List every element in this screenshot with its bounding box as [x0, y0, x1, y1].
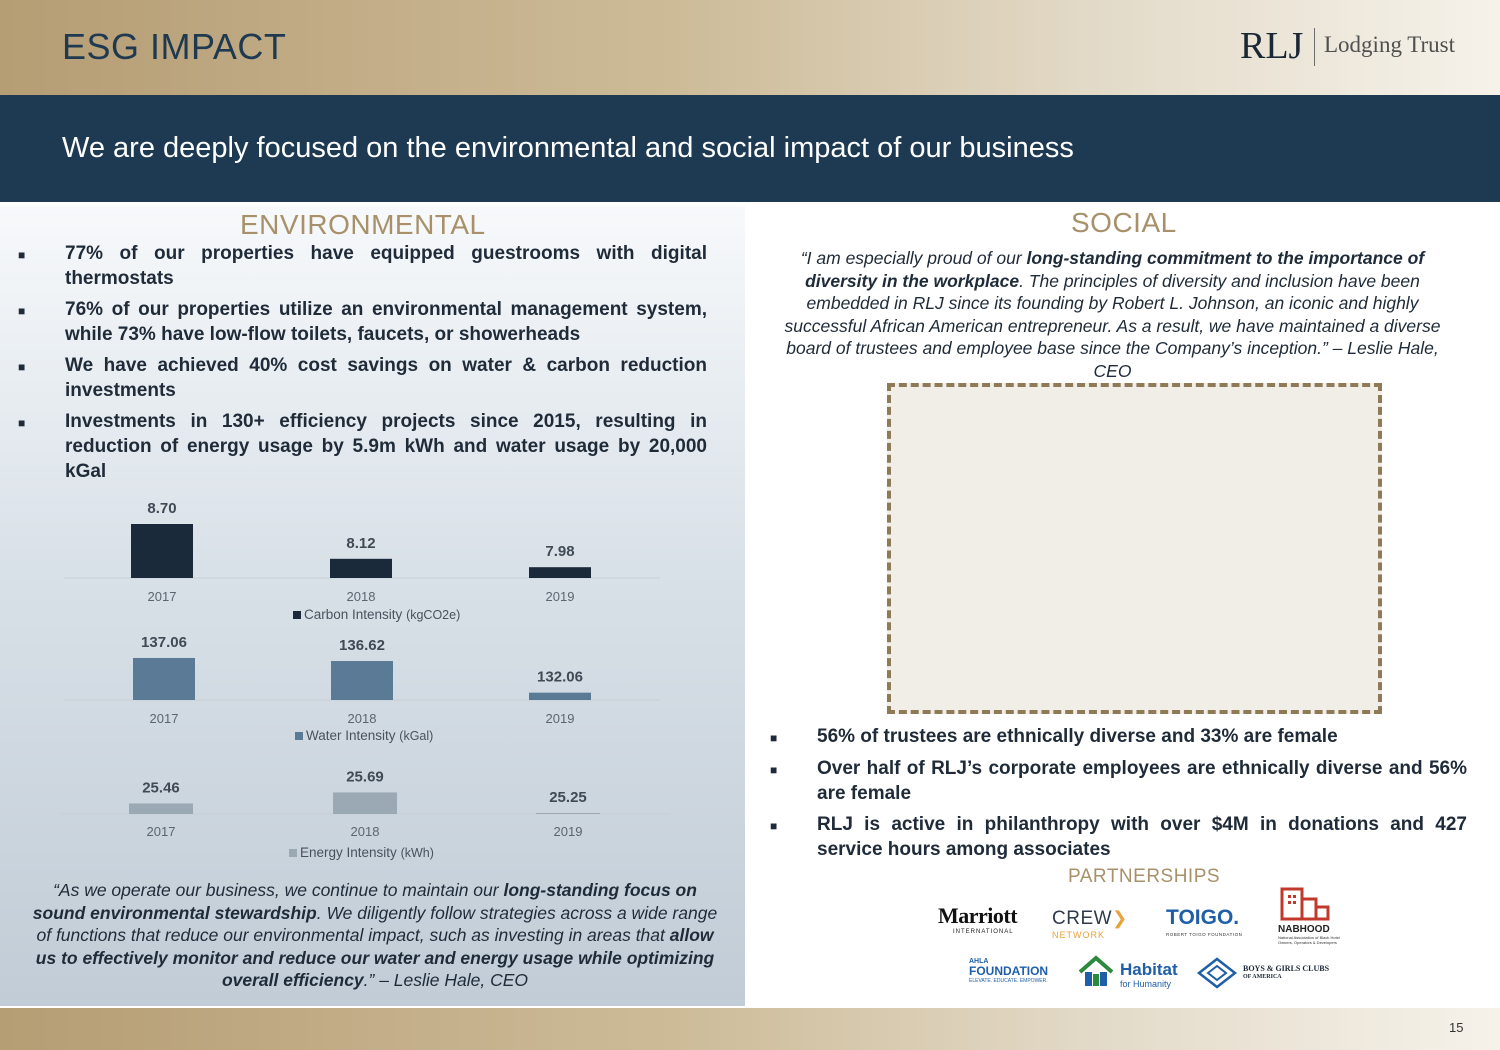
energy-legend-swatch [289, 849, 297, 857]
bullet-marker: ■ [18, 304, 26, 318]
nabhood-logo-subtext: National Association of Black Hotel Owne… [1278, 935, 1340, 945]
env-bullet-2: 76% of our properties utilize an environ… [65, 299, 707, 345]
logo-divider [1314, 28, 1315, 66]
marriott-logo-text: Marriott [938, 903, 1018, 928]
social-quote: “I am especially proud of our long-stand… [780, 247, 1445, 382]
toigo-logo: TOIGO. ROBERT TOIGO FOUNDATION [1166, 906, 1242, 937]
water-bar-2017 [133, 657, 195, 700]
habitat-house-icon [1078, 955, 1114, 986]
header-band [0, 0, 1500, 95]
energy-year-label-2018: 2018 [351, 824, 380, 839]
energy-legend-label: Energy Intensity (kWh) [300, 845, 434, 860]
water-year-label-2018: 2018 [348, 711, 377, 726]
bullet-marker: ■ [770, 763, 778, 777]
crew-logo-subtext: NETWORK [1052, 930, 1105, 940]
energy-year-label-2019: 2019 [554, 824, 583, 839]
water-value-label-2019: 132.06 [537, 669, 583, 686]
carbon-legend-unit: (kgCO2e) [406, 608, 460, 622]
water-year-label-2019: 2019 [546, 711, 575, 726]
energy-value-label-2019: 25.25 [549, 789, 587, 806]
page-title: ESG IMPACT [62, 26, 287, 67]
nabhood-logo-text: NABHOOD [1278, 924, 1330, 935]
bgca-logo-text: BOYS & GIRLS CLUBS [1243, 964, 1330, 973]
page-number: 15 [1449, 1020, 1464, 1035]
crew-text: CREW [1052, 908, 1113, 929]
energy-year-label-2017: 2017 [147, 824, 176, 839]
partnerships-heading: PARTNERSHIPS [1068, 866, 1221, 887]
energy-legend-unit: (kWh) [401, 846, 434, 860]
water-bar-2018 [331, 661, 393, 700]
env-quote-part: . We diligently follow strategies across… [36, 902, 718, 946]
env-bullet-3: We have achieved 40% cost savings on wat… [65, 355, 707, 401]
carbon-value-label-2018: 8.12 [346, 535, 375, 552]
ahla-foundation-logo: AHLA FOUNDATION ELEVATE. EDUCATE. EMPOWE… [969, 958, 1048, 984]
carbon-bar-2019 [529, 567, 591, 578]
carbon-value-label-2019: 7.98 [545, 543, 574, 560]
logo-sub-text: Lodging Trust [1324, 32, 1456, 57]
water-bar-2019 [529, 692, 591, 700]
crew-chevron-icon: ❯ [1112, 908, 1128, 928]
energy-value-label-2018: 25.69 [346, 768, 384, 785]
bgca-logo-subtext: OF AMERICA [1243, 974, 1282, 980]
page-subtitle: We are deeply focused on the environment… [62, 132, 1074, 164]
ethnicity-chart-frame [887, 383, 1382, 714]
env-bullet-1: 77% of our properties have equipped gues… [65, 243, 707, 289]
social-bullet-1: 56% of trustees are ethnically diverse a… [817, 726, 1338, 747]
social-bullet-2: Over half of RLJ’s corporate employees a… [817, 758, 1467, 804]
bgca-hands-icon [1196, 957, 1238, 989]
water-value-label-2018: 136.62 [339, 637, 385, 654]
crew-logo-text: CREW❯ [1052, 908, 1128, 930]
carbon-year-label-2017: 2017 [148, 589, 177, 604]
environmental-heading: ENVIRONMENTAL [240, 209, 486, 240]
social-quote-part: . The principles of diversity and inclus… [784, 270, 1441, 381]
ahla-logo-text: FOUNDATION [969, 964, 1049, 978]
footer-band [0, 1008, 1500, 1050]
env-quote-part: .” – Leslie Hale, CEO [363, 970, 529, 990]
carbon-year-label-2019: 2019 [546, 589, 575, 604]
ahla-logo-subtext: ELEVATE. EDUCATE. EMPOWER. [969, 978, 1048, 984]
bullet-marker: ■ [18, 248, 26, 262]
carbon-legend-swatch [293, 611, 301, 619]
toigo-logo-subtext: ROBERT TOIGO FOUNDATION [1166, 932, 1243, 937]
carbon-legend-label: Carbon Intensity (kgCO2e) [304, 607, 460, 622]
environmental-panel [0, 206, 745, 1006]
bullet-marker: ■ [770, 819, 778, 833]
environmental-quote: “As we operate our business, we continue… [30, 879, 720, 992]
env-bullet-4: Investments in 130+ efficiency projects … [65, 411, 707, 482]
bullet-marker: ■ [770, 731, 778, 745]
social-quote-emphasis: long-standing commitment to the importan… [805, 248, 1425, 291]
carbon-value-label-2017: 8.70 [147, 500, 176, 517]
social-quote-part: “I am especially proud of our [800, 248, 1027, 268]
env-quote-emphasis: allow us to effectively monitor and redu… [35, 925, 715, 990]
marriott-logo-subtext: INTERNATIONAL [953, 929, 1014, 935]
subtitle-band [0, 95, 1500, 202]
water-legend-label: Water Intensity (kGal) [306, 728, 433, 743]
env-quote-emphasis: long-standing focus on sound environment… [32, 880, 697, 923]
carbon-bar-2018 [330, 558, 392, 578]
social-heading: SOCIAL [1071, 207, 1177, 238]
water-value-label-2017: 137.06 [141, 634, 187, 651]
energy-bar-2017 [129, 803, 193, 814]
energy-value-label-2017: 25.46 [142, 779, 180, 796]
water-legend-swatch [295, 732, 303, 740]
energy-bar-2019 [536, 813, 600, 814]
nabhood-building-icon [1280, 887, 1330, 921]
carbon-bar-2017 [131, 524, 193, 578]
bullet-marker: ■ [18, 360, 26, 374]
crew-network-logo: CREW❯ NETWORK [1052, 908, 1128, 940]
habitat-logo-subtext: for Humanity [1120, 979, 1172, 989]
marriott-logo: Marriott INTERNATIONAL [938, 903, 1018, 935]
env-quote-part: “As we operate our business, we continue… [53, 880, 504, 900]
ahla-logo-top: AHLA [969, 958, 989, 965]
carbon-year-label-2018: 2018 [347, 589, 376, 604]
social-bullet-3: RLJ is active in philanthropy with over … [817, 814, 1467, 860]
energy-bar-2018 [333, 792, 397, 814]
water-legend-unit: (kGal) [399, 729, 433, 743]
habitat-logo-text: Habitat [1120, 960, 1178, 979]
water-year-label-2017: 2017 [150, 711, 179, 726]
logo-main-text: RLJ [1240, 25, 1304, 67]
toigo-logo-text: TOIGO. [1166, 906, 1240, 929]
bullet-marker: ■ [18, 416, 26, 430]
nabhood-logo: NABHOOD National Association of Black Ho… [1278, 885, 1348, 945]
